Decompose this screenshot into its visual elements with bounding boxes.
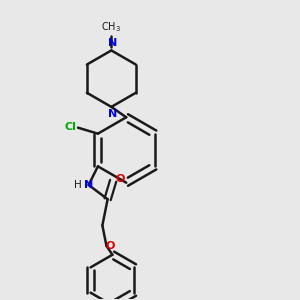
Text: N: N [108,38,118,48]
Text: N: N [108,109,118,119]
Text: O: O [105,241,115,251]
Text: O: O [116,174,125,184]
Text: CH$_3$: CH$_3$ [101,20,122,34]
Text: N: N [84,180,93,190]
Text: H: H [74,180,82,190]
Text: Cl: Cl [64,122,76,132]
